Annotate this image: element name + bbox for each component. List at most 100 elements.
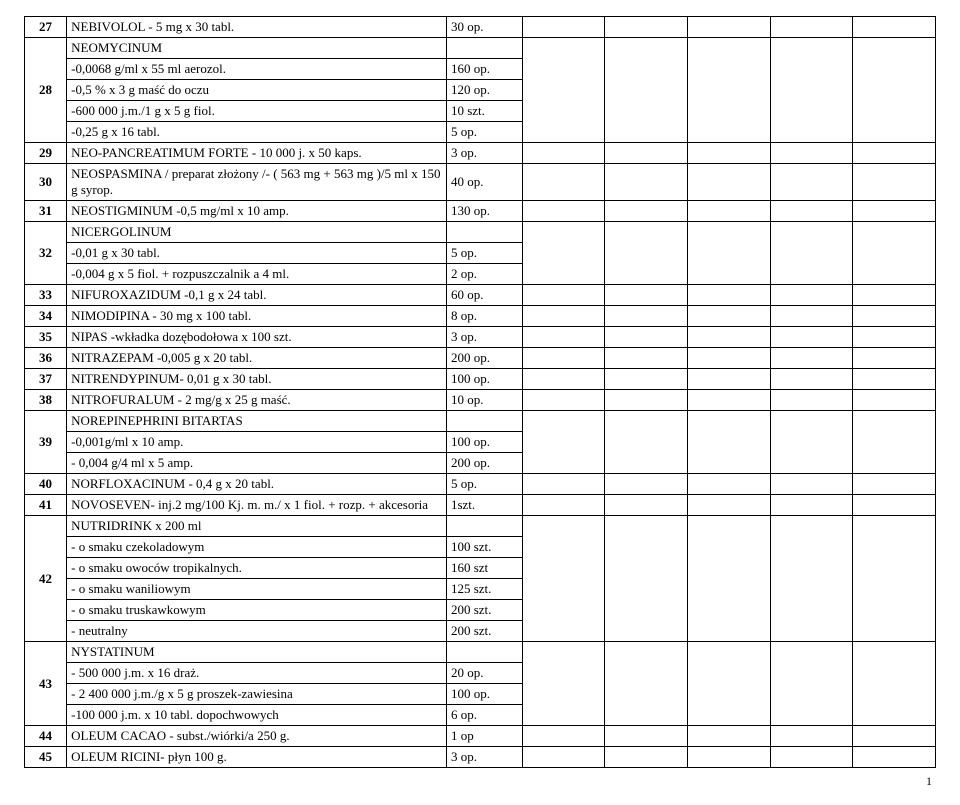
row-quantity: 125 szt. — [446, 579, 522, 600]
blank-cell — [688, 390, 771, 411]
row-description: NIPAS -wkładka dozębodołowa x 100 szt. — [67, 327, 447, 348]
blank-cell — [605, 164, 688, 201]
blank-cell — [688, 38, 771, 143]
row-description: NITRENDYPINUM- 0,01 g x 30 tabl. — [67, 369, 447, 390]
blank-cell — [605, 411, 688, 474]
blank-cell — [853, 726, 936, 747]
blank-cell — [688, 474, 771, 495]
row-quantity: 5 op. — [446, 474, 522, 495]
blank-cell — [688, 495, 771, 516]
row-quantity: 160 op. — [446, 59, 522, 80]
blank-cell — [605, 38, 688, 143]
row-quantity: 130 op. — [446, 201, 522, 222]
table-row: 28NEOMYCINUM — [25, 38, 936, 59]
blank-cell — [522, 411, 605, 474]
row-number: 38 — [25, 390, 67, 411]
row-quantity: 5 op. — [446, 122, 522, 143]
blank-cell — [522, 390, 605, 411]
row-description: NYSTATINUM — [67, 642, 447, 663]
row-quantity — [446, 516, 522, 537]
row-description: - o smaku truskawkowym — [67, 600, 447, 621]
blank-cell — [522, 285, 605, 306]
row-description: NITROFURALUM - 2 mg/g x 25 g maść. — [67, 390, 447, 411]
row-description: - o smaku czekoladowym — [67, 537, 447, 558]
row-quantity — [446, 411, 522, 432]
row-number: 43 — [25, 642, 67, 726]
blank-cell — [605, 726, 688, 747]
blank-cell — [853, 642, 936, 726]
blank-cell — [522, 726, 605, 747]
blank-cell — [770, 327, 853, 348]
blank-cell — [688, 726, 771, 747]
blank-cell — [522, 348, 605, 369]
blank-cell — [770, 516, 853, 642]
row-number: 33 — [25, 285, 67, 306]
blank-cell — [522, 38, 605, 143]
row-quantity: 200 szt. — [446, 600, 522, 621]
blank-cell — [853, 411, 936, 474]
blank-cell — [688, 17, 771, 38]
blank-cell — [688, 747, 771, 768]
blank-cell — [853, 348, 936, 369]
row-quantity: 60 op. — [446, 285, 522, 306]
blank-cell — [522, 306, 605, 327]
row-description: -600 000 j.m./1 g x 5 g fiol. — [67, 101, 447, 122]
row-description: - 2 400 000 j.m./g x 5 g proszek-zawiesi… — [67, 684, 447, 705]
row-description: - o smaku waniliowym — [67, 579, 447, 600]
row-description: NEOSPASMINA / preparat złożony /- ( 563 … — [67, 164, 447, 201]
row-number: 32 — [25, 222, 67, 285]
table-row: 33NIFUROXAZIDUM -0,1 g x 24 tabl.60 op. — [25, 285, 936, 306]
blank-cell — [770, 164, 853, 201]
blank-cell — [522, 17, 605, 38]
blank-cell — [688, 369, 771, 390]
blank-cell — [605, 642, 688, 726]
blank-cell — [688, 516, 771, 642]
blank-cell — [770, 348, 853, 369]
blank-cell — [605, 390, 688, 411]
blank-cell — [522, 201, 605, 222]
blank-cell — [853, 38, 936, 143]
table-row: 36NITRAZEPAM -0,005 g x 20 tabl.200 op. — [25, 348, 936, 369]
row-description: -0,5 % x 3 g maść do oczu — [67, 80, 447, 101]
table-row: 30NEOSPASMINA / preparat złożony /- ( 56… — [25, 164, 936, 201]
table-row: 31NEOSTIGMINUM -0,5 mg/ml x 10 amp.130 o… — [25, 201, 936, 222]
row-description: -0,0068 g/ml x 55 ml aerozol. — [67, 59, 447, 80]
blank-cell — [688, 327, 771, 348]
row-description: NEOMYCINUM — [67, 38, 447, 59]
row-number: 39 — [25, 411, 67, 474]
blank-cell — [605, 201, 688, 222]
blank-cell — [605, 306, 688, 327]
row-quantity: 200 op. — [446, 453, 522, 474]
page-number: 1 — [24, 774, 936, 789]
blank-cell — [522, 222, 605, 285]
blank-cell — [605, 327, 688, 348]
blank-cell — [770, 369, 853, 390]
blank-cell — [605, 143, 688, 164]
row-quantity: 200 op. — [446, 348, 522, 369]
row-number: 31 — [25, 201, 67, 222]
blank-cell — [522, 327, 605, 348]
blank-cell — [688, 201, 771, 222]
blank-cell — [770, 726, 853, 747]
row-number: 34 — [25, 306, 67, 327]
blank-cell — [770, 390, 853, 411]
table-row: 34NIMODIPINA - 30 mg x 100 tabl.8 op. — [25, 306, 936, 327]
row-quantity: 1szt. — [446, 495, 522, 516]
row-quantity: 8 op. — [446, 306, 522, 327]
blank-cell — [605, 222, 688, 285]
blank-cell — [853, 222, 936, 285]
row-quantity: 200 szt. — [446, 621, 522, 642]
row-quantity: 1 op — [446, 726, 522, 747]
table-row: 43NYSTATINUM — [25, 642, 936, 663]
blank-cell — [605, 495, 688, 516]
blank-cell — [522, 642, 605, 726]
table-row: 35NIPAS -wkładka dozębodołowa x 100 szt.… — [25, 327, 936, 348]
row-number: 27 — [25, 17, 67, 38]
blank-cell — [770, 474, 853, 495]
blank-cell — [853, 747, 936, 768]
row-description: NIMODIPINA - 30 mg x 100 tabl. — [67, 306, 447, 327]
blank-cell — [770, 495, 853, 516]
blank-cell — [605, 17, 688, 38]
row-quantity: 3 op. — [446, 747, 522, 768]
table-row: 37NITRENDYPINUM- 0,01 g x 30 tabl.100 op… — [25, 369, 936, 390]
